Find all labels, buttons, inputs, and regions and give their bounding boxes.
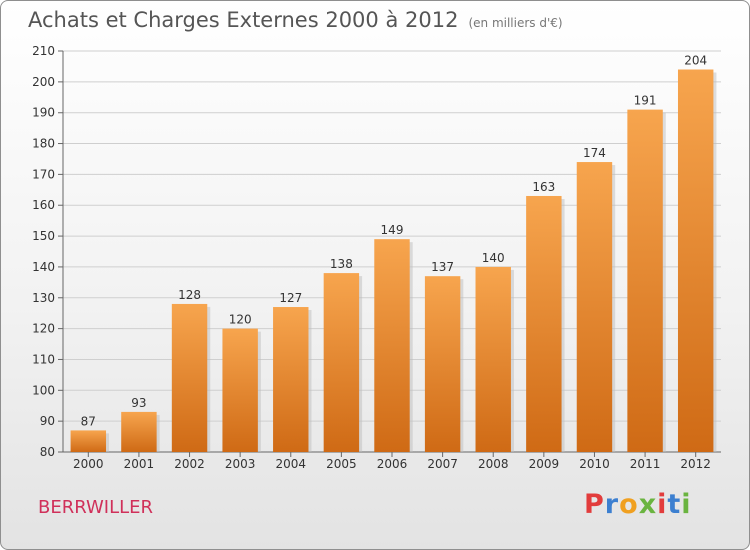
x-tick-label: 2010 (579, 457, 610, 471)
commune-name: BERRWILLER (38, 497, 154, 518)
x-tick-label: 2012 (680, 457, 711, 471)
chart-title: Achats et Charges Externes 2000 à 2012 (e… (28, 8, 563, 32)
bar-value-label: 138 (330, 257, 353, 271)
y-tick-label: 130 (32, 291, 55, 305)
bar-value-label: 191 (634, 94, 657, 108)
logo-letter: P (584, 489, 605, 520)
y-tick-label: 120 (32, 322, 55, 336)
x-tick-label: 2003 (225, 457, 256, 471)
y-tick-label: 200 (32, 75, 55, 89)
bar (70, 430, 107, 452)
bars (70, 69, 717, 453)
bar (273, 307, 309, 452)
x-tick-label: 2011 (630, 457, 661, 471)
x-tick-label: 2009 (529, 457, 560, 471)
x-tick-label: 2005 (326, 457, 357, 471)
logo-letter: i (681, 489, 692, 520)
y-tick-label: 80 (40, 445, 55, 459)
y-tick-label: 160 (32, 198, 55, 212)
bar-value-label: 120 (229, 313, 252, 327)
bar (627, 109, 663, 452)
y-tick-label: 190 (32, 106, 55, 120)
logo-letter: x (638, 489, 658, 520)
y-tick-label: 150 (32, 229, 55, 243)
bar-value-label: 87 (81, 414, 96, 428)
bar (222, 328, 258, 452)
bar-value-label: 93 (131, 396, 146, 410)
x-tick-label: 2007 (427, 457, 458, 471)
bar (121, 411, 157, 452)
bar-value-label: 137 (431, 260, 454, 274)
chart-unit: (en milliers d'€) (468, 16, 563, 30)
x-tick-label: 2004 (275, 457, 306, 471)
y-tick-label: 170 (32, 167, 55, 181)
bar (677, 69, 714, 452)
bar-value-label: 204 (684, 54, 707, 68)
x-tick-label: 2008 (478, 457, 509, 471)
y-tick-label: 140 (32, 260, 55, 274)
bar (576, 162, 613, 453)
bar-value-label: 128 (178, 288, 201, 302)
x-tick-label: 2002 (174, 457, 205, 471)
labels: 87 2000 93 2001 128 2002 120 2003 127 2004 138 2005… (73, 54, 711, 471)
chart-title-text: Achats et Charges Externes 2000 à 2012 (28, 8, 459, 32)
x-tick-label: 2006 (377, 457, 408, 471)
bar-value-label: 127 (279, 291, 302, 305)
y-tick-label: 100 (32, 383, 55, 397)
bar-value-label: 163 (532, 180, 555, 194)
bar-value-label: 149 (381, 223, 404, 237)
logo-letter: i (657, 489, 668, 520)
bar (526, 195, 562, 452)
bar (424, 276, 461, 452)
logo-letter: o (619, 489, 639, 520)
proxiti-logo: Proxiti (584, 489, 692, 520)
bar-value-label: 174 (583, 146, 606, 160)
bar (475, 266, 511, 452)
y-tick-label: 110 (32, 352, 55, 366)
y-tick-label: 180 (32, 137, 55, 151)
logo-letter: r (604, 489, 620, 520)
bar (374, 239, 410, 452)
y-tick-label: 90 (40, 414, 55, 428)
bar (323, 273, 360, 452)
bar (171, 303, 208, 452)
bar-value-label: 140 (482, 251, 505, 265)
x-tick-label: 2001 (124, 457, 155, 471)
logo-letter: t (667, 489, 682, 520)
x-tick-label: 2000 (73, 457, 104, 471)
y-tick-label: 210 (32, 44, 55, 58)
